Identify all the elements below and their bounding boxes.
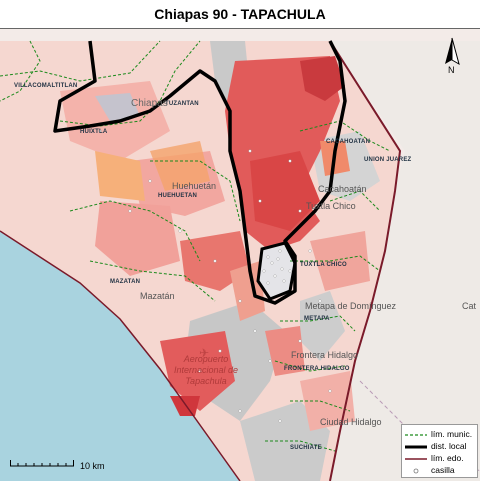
legend-label: lím. munic. <box>431 429 473 439</box>
casilla-dot <box>282 279 286 283</box>
casilla-dot <box>278 249 282 253</box>
legend-label: lím. edo. <box>431 453 464 463</box>
casilla-dot <box>318 299 322 303</box>
place-huehuetan: Huehuetán <box>172 181 217 191</box>
district-boundary-city <box>256 241 297 301</box>
casilla-dot <box>278 419 282 423</box>
casilla-dot <box>288 269 292 273</box>
casilla-dot <box>213 259 217 263</box>
casilla-dot <box>258 199 262 203</box>
label-tuxtla-chico: TUXTLA CHICO <box>300 262 347 268</box>
legend-item-municipal: lím. munic. <box>405 429 477 440</box>
map-graphic: ✈ <box>0 29 480 481</box>
casilla-dot <box>238 299 242 303</box>
district-area <box>0 41 400 481</box>
map-legend: lím. munic. dist. local lím. edo. casill… <box>401 424 478 478</box>
north-arrow-icon <box>445 37 460 66</box>
place-ciudad-hidalgo: Ciudad Hidalgo <box>320 417 382 427</box>
casilla-dot <box>178 229 182 233</box>
thick-black-line-icon <box>405 445 427 449</box>
legend-item-district: dist. local <box>405 441 477 452</box>
casilla-dot <box>276 257 280 261</box>
casilla-dot <box>328 389 332 393</box>
casilla-dot <box>308 249 312 253</box>
place-airport: Aeropuerto Internacional de Tapachula <box>173 354 239 386</box>
label-suchiate: SUCHIATE <box>290 445 322 451</box>
casilla-dot <box>248 149 252 153</box>
legend-item-state: lím. edo. <box>405 453 477 464</box>
legend-item-casilla: casilla <box>405 465 477 476</box>
district-boundary-outer <box>53 40 347 305</box>
label-metapa: METAPA <box>304 316 330 322</box>
coastline <box>0 230 241 481</box>
scale-bar <box>10 460 74 467</box>
label-villacomaltitlan: VILLACOMALTITLAN <box>14 83 78 89</box>
casilla-dot <box>288 159 292 163</box>
casilla-dot <box>98 129 102 133</box>
north-label: N <box>448 65 455 75</box>
place-mazatan: Mazatán <box>140 291 175 301</box>
casilla-dot <box>238 409 242 413</box>
place-metapa: Metapa de Domínguez <box>305 301 397 311</box>
casilla-dot <box>270 261 274 265</box>
legend-label: dist. local <box>431 441 467 451</box>
casilla-dot <box>198 369 202 373</box>
label-frontera-hidalgo: FRONTERA HIDALGO <box>284 366 350 372</box>
airport-icon: ✈ <box>199 346 209 360</box>
label-huehuetan: HUEHUETAN <box>158 193 198 199</box>
place-tuxtla-chico: Tuxtla Chico <box>306 201 356 211</box>
casilla-dot <box>218 349 222 353</box>
place-cacahoatan: Cacahoatán <box>318 184 367 194</box>
white-dot-icon <box>413 468 419 474</box>
label-cacahoatan: CACAHOATAN <box>326 139 371 145</box>
casilla-dot <box>280 267 284 271</box>
label-tuzantan: TUZANTAN <box>165 101 199 107</box>
casilla-dot <box>128 209 132 213</box>
map-canvas[interactable]: ✈ VILLACOMALTITLAN TUZANTAN HUIXTLA HUEH… <box>0 28 480 481</box>
casilla-dot <box>273 274 277 278</box>
dark-red-line-icon <box>405 458 427 460</box>
guatemala-area <box>330 41 480 481</box>
municipal-boundaries <box>0 40 391 452</box>
casilla-dot <box>266 281 270 285</box>
label-union-juarez: UNION JUAREZ <box>364 157 412 163</box>
scale-label: 10 km <box>80 461 105 471</box>
label-mazatan: MAZATAN <box>110 279 141 285</box>
place-guatemala-partial: Cat <box>462 301 477 311</box>
casilla-dot <box>298 209 302 213</box>
casilla-dot <box>262 269 266 273</box>
state-boundary <box>329 40 402 481</box>
casilla-dot <box>268 359 272 363</box>
casilla-dot <box>266 255 270 259</box>
map-title: Chiapas 90 - TAPACHULA <box>154 6 326 22</box>
label-huixtla: HUIXTLA <box>80 129 108 135</box>
dashed-green-line-icon <box>405 434 427 436</box>
casilla-dot <box>253 329 257 333</box>
casilla-dot <box>148 179 152 183</box>
legend-label: casilla <box>431 465 455 475</box>
sea-area <box>0 231 240 481</box>
place-chiapas: Chiapas <box>131 98 168 109</box>
casilla-dot <box>298 339 302 343</box>
place-frontera-hidalgo: Frontera Hidalgo <box>291 350 359 360</box>
